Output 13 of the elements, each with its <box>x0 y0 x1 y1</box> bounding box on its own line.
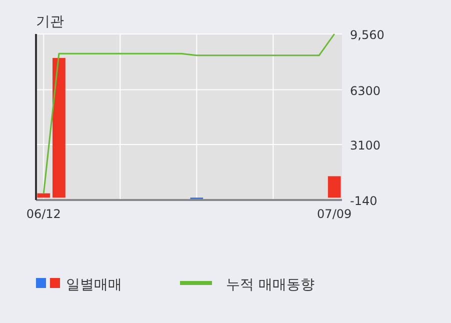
legend-label: 일별매매 <box>66 277 122 293</box>
y-tick-label: -140 <box>350 194 378 208</box>
bar <box>37 193 50 198</box>
line-series <box>42 33 336 194</box>
chart-title: 기관 <box>36 14 64 30</box>
y-tick-label: 6300 <box>350 84 381 98</box>
x-tick-label: 06/12 <box>26 207 61 221</box>
x-tick-label: 07/09 <box>317 207 352 221</box>
y-tick-label: 3100 <box>350 138 381 153</box>
bar <box>52 58 66 198</box>
bar <box>328 176 341 198</box>
y-tick-label: 9,560 <box>350 28 384 42</box>
legend-label: 누적 매매동향 <box>226 277 314 293</box>
